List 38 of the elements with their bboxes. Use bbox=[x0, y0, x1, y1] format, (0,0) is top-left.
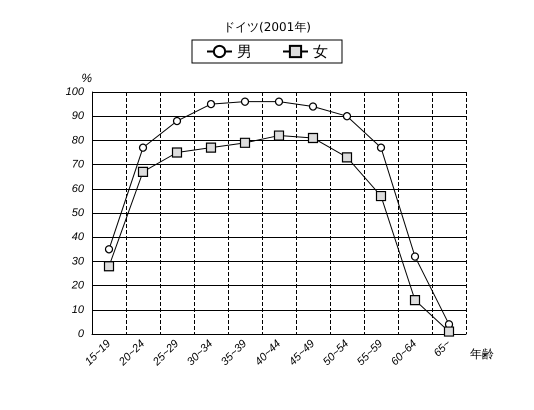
y-tick-label: 30 bbox=[72, 255, 85, 268]
point bbox=[376, 144, 386, 152]
point bbox=[342, 112, 352, 120]
point bbox=[104, 245, 114, 254]
legend-label: 女 bbox=[313, 42, 328, 60]
point bbox=[240, 138, 250, 148]
y-tick-label: 20 bbox=[70, 280, 85, 292]
y-tick-label: 100 bbox=[66, 86, 85, 98]
point bbox=[138, 144, 148, 152]
point bbox=[410, 252, 420, 261]
chart-title: ドイツ(2001年) bbox=[223, 20, 311, 34]
point bbox=[342, 152, 352, 162]
y-tick-label: 80 bbox=[72, 134, 85, 146]
x-axis-title: 年齢 bbox=[470, 347, 494, 361]
point bbox=[444, 326, 454, 337]
point bbox=[172, 116, 182, 126]
point bbox=[138, 166, 148, 177]
x-tick-label: 65~ bbox=[432, 337, 454, 360]
point bbox=[104, 261, 114, 272]
point bbox=[376, 190, 386, 202]
legend-label: 男 bbox=[237, 42, 252, 60]
y-axis-title: % bbox=[81, 71, 92, 85]
point bbox=[308, 132, 318, 144]
point bbox=[308, 102, 318, 111]
point bbox=[240, 98, 250, 106]
y-tick-label: 0 bbox=[78, 328, 85, 340]
y-tick-label: 40 bbox=[72, 231, 85, 244]
point bbox=[172, 147, 182, 158]
point bbox=[206, 142, 216, 153]
y-tick-label: 10 bbox=[72, 304, 85, 316]
point bbox=[206, 100, 216, 108]
y-tick-label: 70 bbox=[72, 158, 85, 171]
y-tick-label: 60 bbox=[72, 182, 85, 195]
y-tick-label: 90 bbox=[72, 110, 85, 122]
y-tick-label: 50 bbox=[72, 207, 85, 219]
point bbox=[410, 295, 420, 306]
point bbox=[274, 98, 284, 106]
point bbox=[274, 130, 284, 141]
